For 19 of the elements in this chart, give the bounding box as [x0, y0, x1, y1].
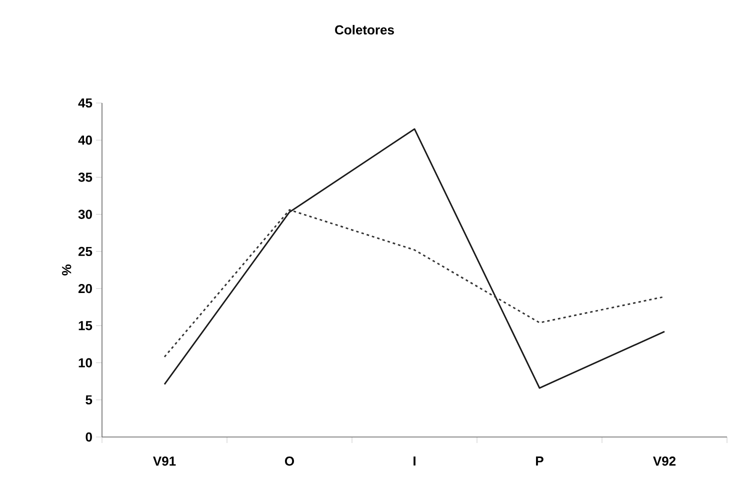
y-tick-label: 45 — [78, 98, 92, 108]
y-tick-label: 25 — [78, 246, 92, 256]
y-tick-label: 40 — [78, 136, 92, 145]
line-series — [164, 128, 666, 389]
chart-title: Coletores — [335, 24, 394, 34]
y-tick-label: 5 — [86, 395, 92, 404]
y-axis-title: % — [62, 264, 72, 276]
y-tick-label: 20 — [78, 284, 92, 294]
y-tick-label: 15 — [78, 321, 92, 330]
x-tick-label: O — [284, 456, 294, 466]
y-tick-label: 10 — [78, 358, 92, 368]
y-tick-label: 35 — [78, 172, 92, 182]
line-series — [164, 209, 666, 358]
x-tick-label: V91 — [153, 456, 176, 466]
y-tick-label: 0 — [86, 432, 92, 442]
x-tick-label: V92 — [653, 456, 676, 466]
x-tick-label: I — [414, 456, 416, 466]
y-tick-label: 30 — [78, 210, 92, 219]
x-tick-label: P — [536, 456, 544, 466]
